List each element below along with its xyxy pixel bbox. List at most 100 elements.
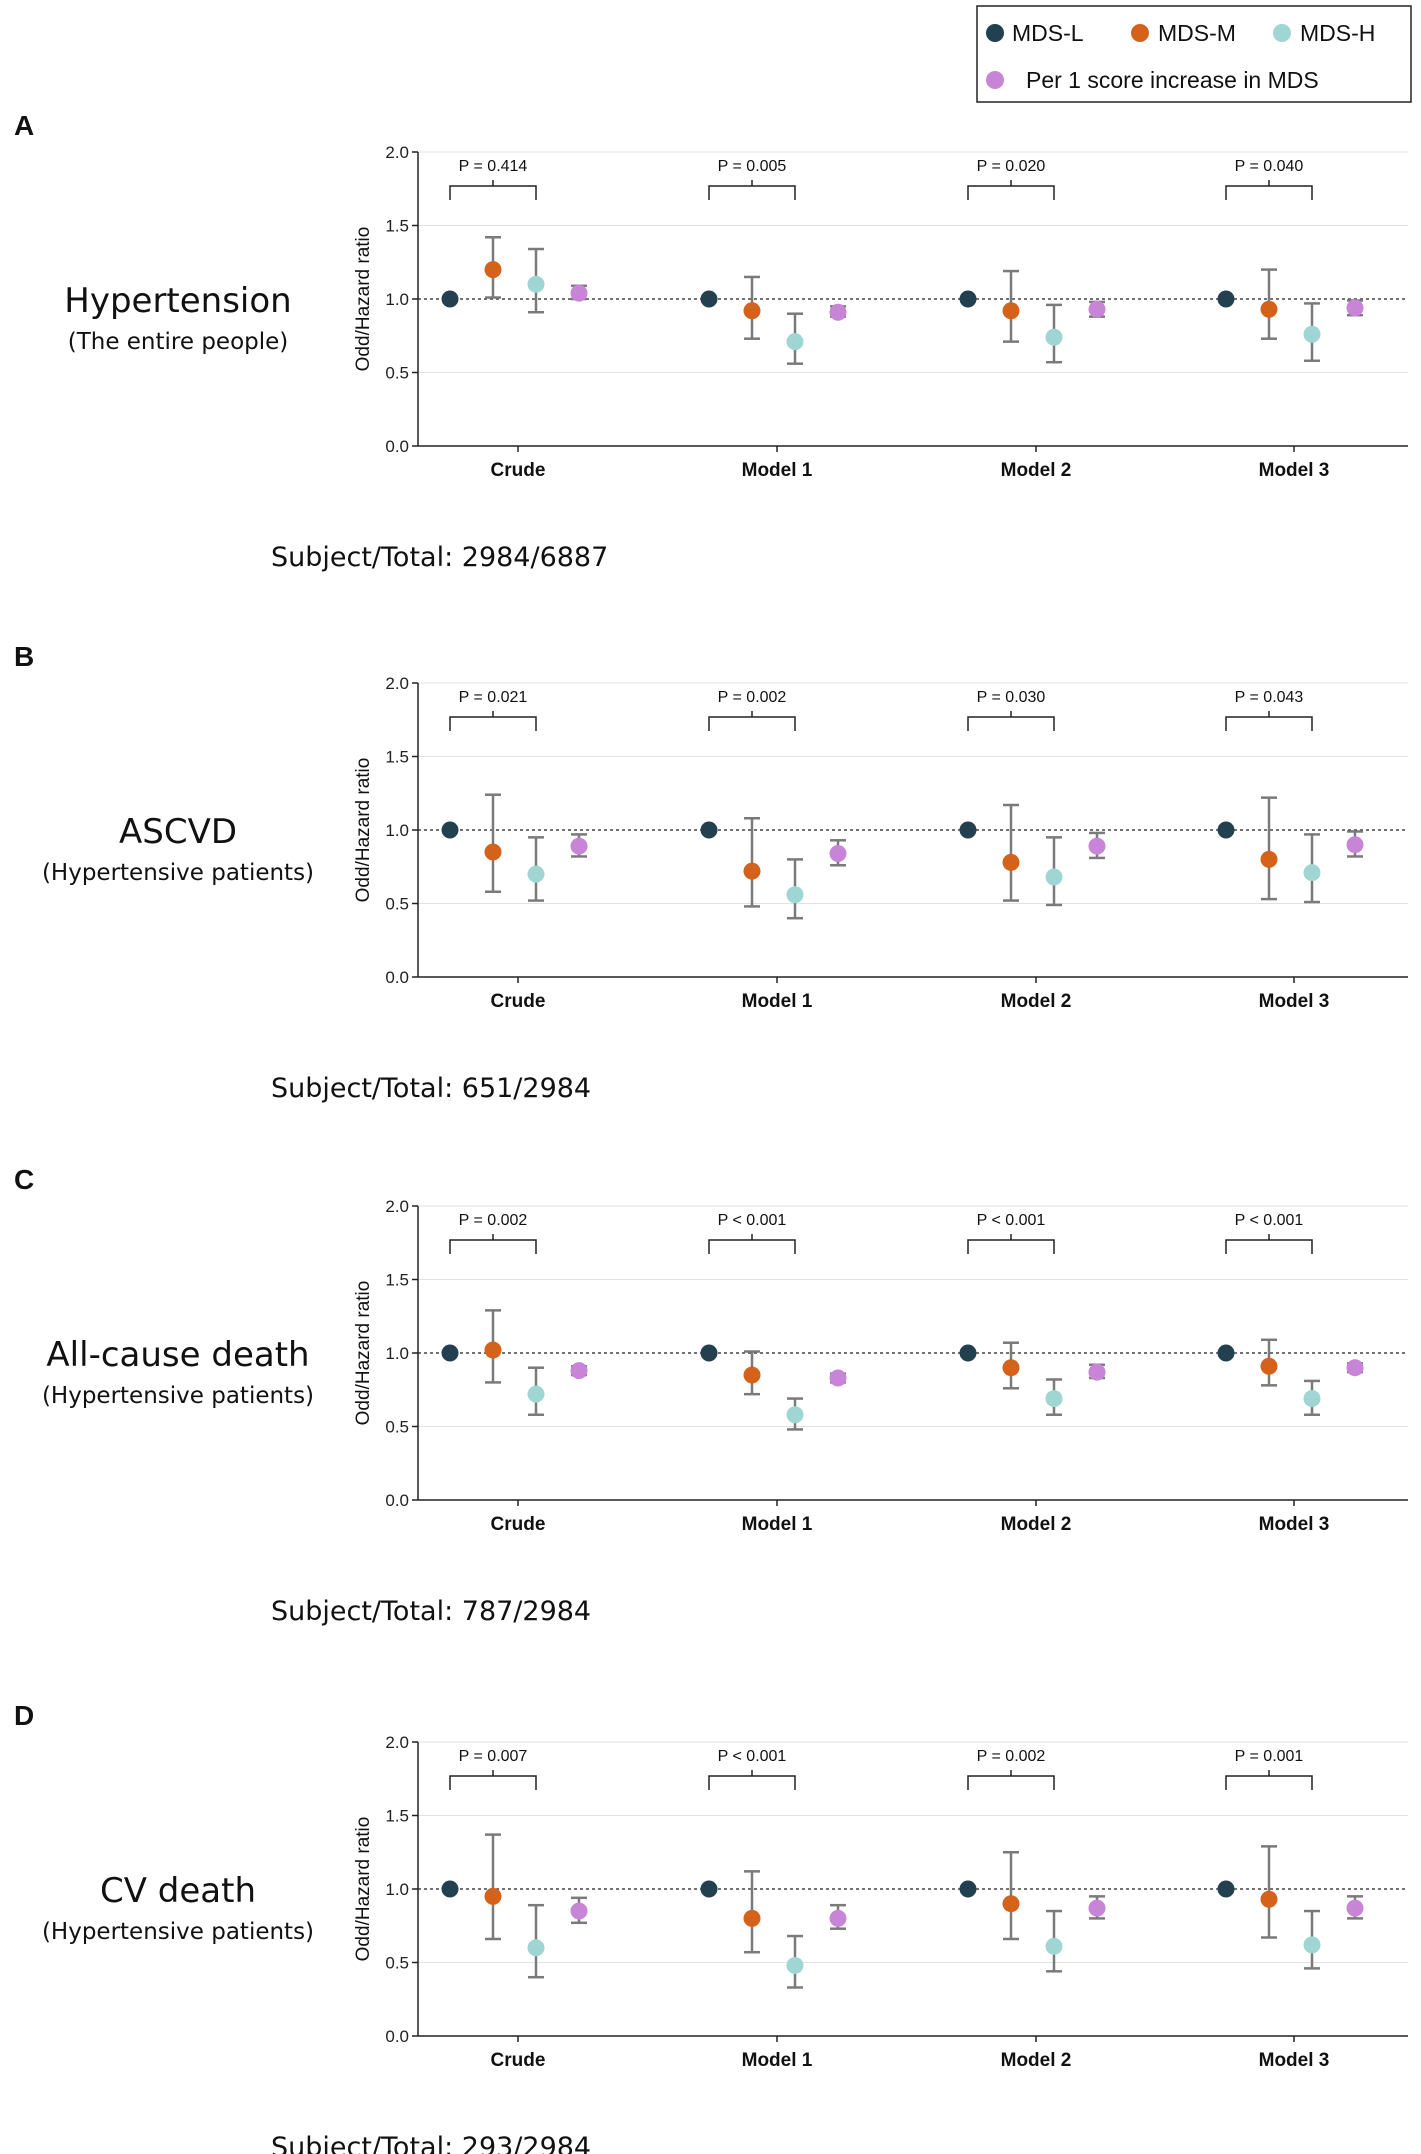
p-value-label: P = 0.040: [1235, 158, 1304, 175]
panel-b: B ASCVD (Hypertensive patients) Subject/Tot…: [14, 641, 1408, 1104]
p-value-label: P = 0.002: [459, 1212, 528, 1229]
point-mds-m: [1260, 850, 1278, 868]
point-mds-m: [1002, 302, 1020, 320]
legend-marker-mds-l: [986, 24, 1004, 42]
x-tick-label: Model 3: [1259, 1514, 1330, 1535]
p-value-bracket: [1225, 1775, 1313, 1790]
y-tick-label: 1.0: [385, 1880, 409, 1899]
point-mds-m: [484, 261, 502, 279]
p-value-label: P = 0.043: [1235, 689, 1304, 706]
p-value-label: P < 0.001: [718, 1212, 787, 1229]
panel-c: C All-cause death (Hypertensive patients) S…: [14, 1164, 1408, 1627]
point-per-1-score-increase-in-mds: [1346, 1899, 1364, 1917]
point-mds-h: [1045, 1390, 1063, 1408]
p-value-bracket: [449, 1239, 537, 1254]
y-tick-label: 2.0: [385, 1197, 409, 1216]
point-mds-h: [1045, 868, 1063, 886]
p-value-label: P = 0.001: [1235, 1748, 1304, 1765]
y-tick-label: 1.5: [385, 1807, 409, 1826]
point-mds-h: [786, 886, 804, 904]
legend-label-mds-h: MDS-H: [1300, 20, 1375, 46]
p-value-bracket: [1225, 185, 1313, 200]
p-value-label: P = 0.002: [977, 1748, 1046, 1765]
point-mds-m: [1260, 300, 1278, 318]
p-value-bracket: [708, 716, 796, 731]
point-mds-m: [743, 1909, 761, 1927]
outcome-subtitle: (Hypertensive patients): [42, 860, 314, 886]
point-mds-m: [743, 1366, 761, 1384]
point-mds-h: [1303, 864, 1321, 882]
outcome-subtitle: (The entire people): [68, 329, 289, 355]
point-mds-h: [527, 1939, 545, 1957]
point-per-1-score-increase-in-mds: [570, 1362, 588, 1380]
point-mds-l: [700, 290, 718, 308]
subject-total: Subject/Total: 787/2984: [271, 1596, 591, 1627]
y-tick-label: 0.5: [385, 1954, 409, 1973]
p-value-bracket: [967, 1775, 1055, 1790]
panel-letter: C: [14, 1164, 34, 1195]
x-tick-label: Crude: [491, 1514, 546, 1535]
y-tick-label: 0.5: [385, 364, 409, 383]
y-tick-label: 1.5: [385, 1271, 409, 1290]
x-tick-label: Model 1: [742, 1514, 813, 1535]
point-per-1-score-increase-in-mds: [1088, 1899, 1106, 1917]
p-value-label: P < 0.001: [1235, 1212, 1304, 1229]
y-tick-label: 0.0: [385, 437, 409, 456]
point-mds-m: [743, 862, 761, 880]
point-mds-m: [484, 843, 502, 861]
point-mds-h: [527, 1385, 545, 1403]
point-mds-m: [1002, 1895, 1020, 1913]
outcome-subtitle: (Hypertensive patients): [42, 1919, 314, 1945]
point-mds-h: [1045, 328, 1063, 346]
point-per-1-score-increase-in-mds: [1088, 837, 1106, 855]
y-tick-label: 1.5: [385, 748, 409, 767]
p-value-label: P = 0.021: [459, 689, 528, 706]
y-axis-label: Odd/Hazard ratio: [353, 227, 374, 372]
legend-label-per-1-score-increase-in-mds: Per 1 score increase in MDS: [1026, 67, 1319, 93]
panel-letter: B: [14, 641, 34, 672]
p-value-label: P < 0.001: [718, 1748, 787, 1765]
p-value-bracket: [449, 1775, 537, 1790]
subject-total: Subject/Total: 293/2984: [271, 2132, 591, 2154]
p-value-bracket: [708, 185, 796, 200]
point-mds-h: [527, 275, 545, 293]
point-per-1-score-increase-in-mds: [1346, 836, 1364, 854]
outcome-title: Hypertension: [64, 281, 291, 321]
x-tick-label: Model 2: [1001, 991, 1072, 1012]
point-mds-h: [1045, 1937, 1063, 1955]
p-value-bracket: [1225, 716, 1313, 731]
x-tick-label: Model 2: [1001, 2050, 1072, 2071]
p-value-label: P = 0.002: [718, 689, 787, 706]
y-tick-label: 1.0: [385, 1344, 409, 1363]
x-tick-label: Model 3: [1259, 460, 1330, 481]
y-tick-label: 0.0: [385, 968, 409, 987]
point-per-1-score-increase-in-mds: [1088, 1363, 1106, 1381]
y-tick-label: 0.0: [385, 1491, 409, 1510]
y-tick-label: 0.5: [385, 1418, 409, 1437]
point-per-1-score-increase-in-mds: [829, 845, 847, 863]
x-tick-label: Crude: [491, 2050, 546, 2071]
p-value-bracket: [449, 185, 537, 200]
x-tick-label: Model 3: [1259, 991, 1330, 1012]
point-mds-l: [1217, 1880, 1235, 1898]
legend-marker-mds-m: [1131, 24, 1149, 42]
panels: A Hypertension (The entire people) Subject/…: [14, 110, 1408, 2154]
panel-letter: D: [14, 1700, 34, 1731]
legend-box: [976, 5, 1412, 103]
y-tick-label: 2.0: [385, 143, 409, 162]
point-mds-l: [959, 821, 977, 839]
legend-label-mds-l: MDS-L: [1012, 20, 1084, 46]
point-mds-m: [743, 302, 761, 320]
point-mds-m: [1260, 1890, 1278, 1908]
point-mds-l: [700, 821, 718, 839]
point-mds-l: [1217, 1344, 1235, 1362]
point-mds-l: [959, 1344, 977, 1362]
point-per-1-score-increase-in-mds: [1088, 300, 1106, 318]
x-tick-label: Model 1: [742, 460, 813, 481]
p-value-bracket: [967, 1239, 1055, 1254]
y-tick-label: 0.5: [385, 895, 409, 914]
panel-d: D CV death (Hypertensive patients) Subject/…: [14, 1700, 1408, 2154]
y-tick-label: 2.0: [385, 1733, 409, 1752]
subject-total: Subject/Total: 2984/6887: [271, 542, 608, 573]
point-mds-h: [527, 865, 545, 883]
